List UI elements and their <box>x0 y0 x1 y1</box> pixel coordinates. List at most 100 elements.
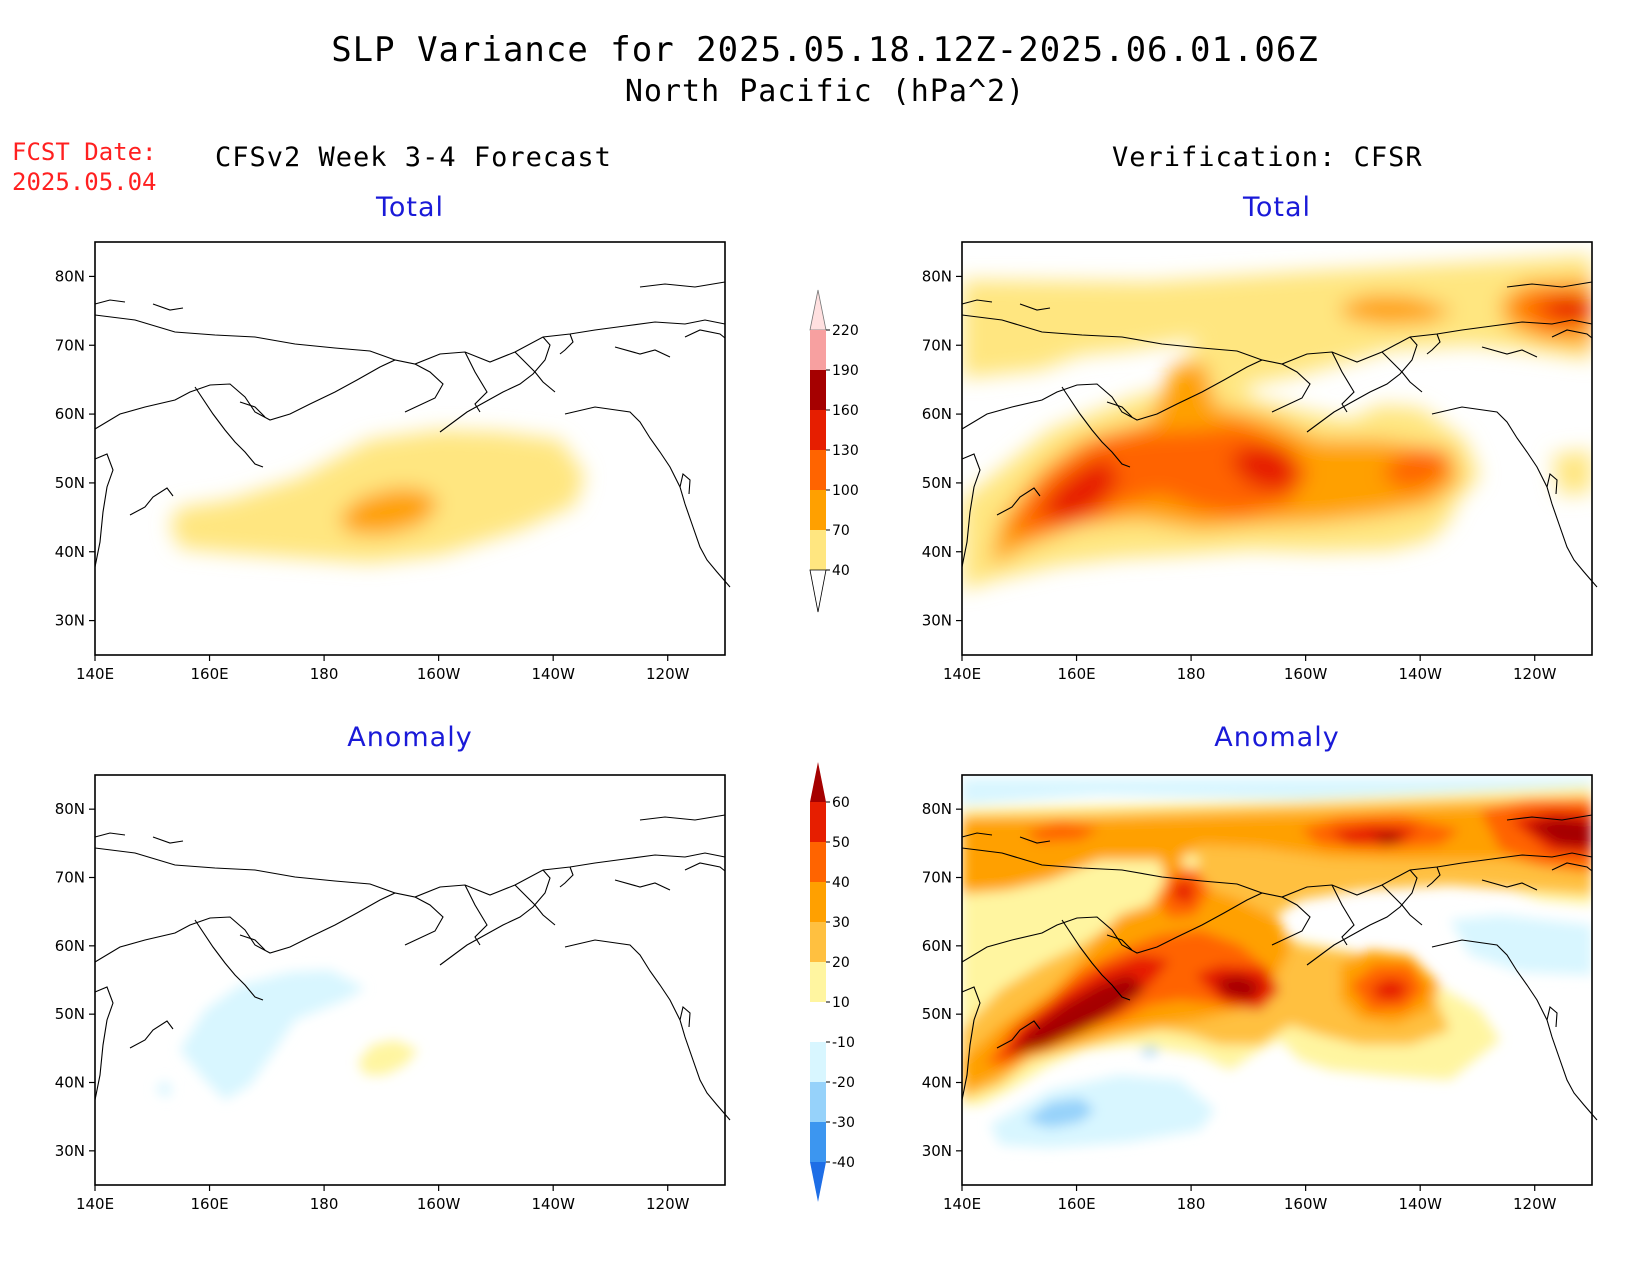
colorbar-label: -20 <box>832 1075 855 1091</box>
variance-field-100 <box>1380 450 1450 490</box>
colorbar-label: 50 <box>832 835 850 851</box>
lat-tick-label: 60N <box>55 937 85 955</box>
lon-tick-label: 160E <box>1057 1195 1095 1213</box>
colorbar-swatch <box>810 450 826 490</box>
colorbar-label: -40 <box>832 1155 855 1171</box>
variance-field-70 <box>338 488 440 535</box>
coastline-segment <box>961 314 1263 361</box>
lon-tick-label: 180 <box>1177 665 1206 683</box>
coastline-segment <box>961 319 1593 430</box>
lon-tick-label: 160W <box>1284 1195 1328 1213</box>
anomaly-field-neg10 <box>990 1075 1215 1148</box>
colorbar-top-triangle <box>809 289 827 331</box>
coastline-segment <box>1019 303 1051 311</box>
coastline-segment <box>961 986 981 1101</box>
coastline-segment <box>564 939 731 1121</box>
colorbar-label: 70 <box>832 523 850 539</box>
map-frame-verification-anomaly: 140E 160E 180 160W 140W 120W 30N 40N 50N 60N 70N 80… <box>922 774 1598 1213</box>
main-subtitle: North Pacific (hPa^2) <box>624 74 1026 109</box>
colorbar-bottom-triangle <box>810 1162 826 1202</box>
lon-tick-label: 140E <box>943 1195 981 1213</box>
colorbar-swatch <box>810 842 826 882</box>
lat-tick-label: 70N <box>55 869 85 887</box>
lat-tick-label: 50N <box>55 474 85 492</box>
map-panel-forecast-total <box>170 430 585 563</box>
colorbar-label: 30 <box>832 915 850 931</box>
lon-tick-label: 120W <box>646 1195 690 1213</box>
variance-field-130 <box>1540 295 1592 322</box>
lat-tick-label: 60N <box>922 405 952 423</box>
colorbar-swatch <box>810 1082 826 1122</box>
forecast-date-label: FCST Date: <box>12 138 157 166</box>
map-frame-forecast-total: 140E 160E 180 160W 140W 120W 30N 40N 50N 60N 70N 80… <box>55 241 731 683</box>
lat-tick-label: 80N <box>55 800 85 818</box>
anomaly-field-neg10 <box>180 970 365 1100</box>
coastline-segment <box>1546 1005 1558 1028</box>
map-border <box>961 774 1593 1186</box>
coastline-segment <box>614 346 671 358</box>
coastline-segment <box>1431 406 1598 588</box>
coastline-segment <box>559 333 574 355</box>
coastline-segment <box>129 487 174 516</box>
variance-field-40 <box>1552 450 1592 495</box>
coastline-segment <box>1546 472 1558 495</box>
lat-tick-label: 30N <box>55 1142 85 1160</box>
lat-tick-label: 70N <box>922 869 952 887</box>
coastline-segment <box>1551 862 1593 872</box>
lat-tick-label: 80N <box>922 267 952 285</box>
coastline-segment <box>439 869 551 966</box>
anomaly-field-pos10 <box>358 1040 418 1075</box>
coastline-segment <box>961 453 981 568</box>
lon-tick-label: 140W <box>531 1195 575 1213</box>
coastline-segment <box>1481 879 1538 891</box>
coastline-segment <box>1506 814 1593 821</box>
map-overlays: 140E 160E 180 160W 140W 120W 30N 40N 50N 60N 70N 80… <box>55 241 1598 1213</box>
map-panel-verification-total <box>962 255 1592 590</box>
lat-tick-label: 80N <box>55 267 85 285</box>
colorbar-label: 40 <box>832 875 850 891</box>
coastline-segment <box>961 847 1263 894</box>
coastline-segment <box>961 852 1593 963</box>
colorbar-label: 100 <box>832 483 859 499</box>
anomaly-field-neg10 <box>962 778 1592 805</box>
map-border <box>961 241 1593 656</box>
map-frame-verification-total: 140E 160E 180 160W 140W 120W 30N 40N 50N 60N 70N 80… <box>922 241 1598 683</box>
lon-tick-label: 160E <box>190 665 228 683</box>
coastline-segment <box>1381 884 1423 926</box>
lat-tick-label: 70N <box>55 336 85 354</box>
anomaly-field-pos40 <box>1025 822 1100 842</box>
colorbar-swatch <box>810 410 826 450</box>
coastline-segment <box>961 299 993 305</box>
colorbar-label: 190 <box>832 363 859 379</box>
lon-tick-label: 160E <box>1057 665 1095 683</box>
coastline-segment <box>94 986 114 1101</box>
lon-tick-label: 140W <box>1398 1195 1442 1213</box>
lon-tick-label: 140E <box>943 665 981 683</box>
lon-tick-label: 160W <box>1284 665 1328 683</box>
coastline-segment <box>439 336 551 433</box>
colorbar-swatch <box>810 962 826 1002</box>
anomaly-field-pos60 <box>1370 832 1405 845</box>
colorbar-label: 10 <box>832 995 850 1011</box>
coastline-segment <box>194 386 264 468</box>
coastline-segment <box>94 847 396 894</box>
map-border <box>94 774 726 1186</box>
anomaly-field-neg20 <box>1025 1098 1095 1128</box>
anomaly-field-pos60 <box>1010 975 1145 1055</box>
anomaly-field-pos50 <box>1170 880 1195 905</box>
coastline-segment <box>239 401 266 418</box>
coastline-segment <box>1061 386 1131 468</box>
coastline-segment <box>94 453 114 568</box>
variance-field-130 <box>1040 458 1120 520</box>
coastline-segment <box>94 832 126 838</box>
lon-tick-label: 140W <box>1398 665 1442 683</box>
coastline-segment <box>94 314 396 361</box>
colorbar-label: -10 <box>832 1035 855 1051</box>
colorbar-swatch <box>810 370 826 410</box>
coastline-segment <box>514 884 556 926</box>
coastline-segment <box>1271 896 1311 946</box>
variance-field-40 <box>962 255 1592 385</box>
coastline-segment <box>564 406 731 588</box>
panel-title-verification-total: Total <box>1242 192 1312 223</box>
coastline-segment <box>1426 866 1441 888</box>
